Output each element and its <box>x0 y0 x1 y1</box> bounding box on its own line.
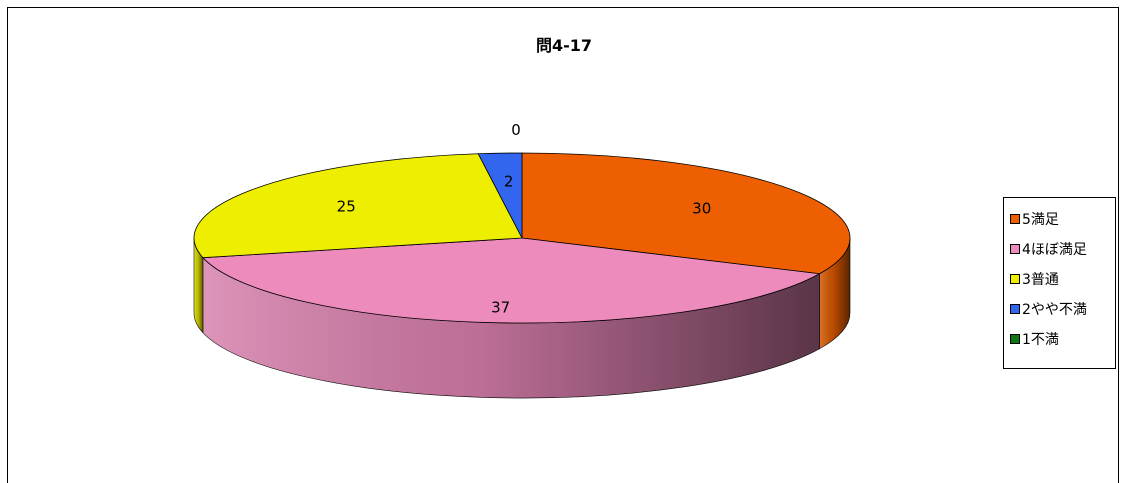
data-label-1: 37 <box>491 299 510 317</box>
legend-label: 4ほぼ満足 <box>1022 242 1087 258</box>
legend-item: 2やや不満 <box>1004 294 1115 324</box>
legend-label: 2やや不満 <box>1022 302 1087 318</box>
legend-swatch <box>1010 214 1020 224</box>
legend-swatch <box>1010 334 1020 344</box>
pie-slice-1 <box>202 237 821 324</box>
data-label-3: 2 <box>504 172 514 190</box>
legend-label: 5満足 <box>1022 212 1059 228</box>
pie-slice-3 <box>477 152 523 239</box>
pie-wall-shade-1 <box>202 257 820 398</box>
legend-item: 3普通 <box>1004 264 1115 294</box>
pie-wall-shade-2 <box>194 238 203 333</box>
pie-wall-shade-0 <box>819 238 850 349</box>
legend-swatch <box>1010 304 1020 314</box>
chart-title: 問4-17 <box>535 36 593 55</box>
pie-slice-2 <box>193 153 523 259</box>
legend-swatch <box>1010 274 1020 284</box>
legend-label: 3普通 <box>1022 272 1059 288</box>
data-label-2: 25 <box>337 198 356 216</box>
legend: 5満足 4ほぼ満足 3普通 2やや不満 1不満 <box>1003 197 1116 369</box>
data-label-4: 0 <box>511 121 521 139</box>
legend-label: 1不満 <box>1022 332 1059 348</box>
pie-slice-0 <box>521 152 851 275</box>
legend-item: 5満足 <box>1004 204 1115 234</box>
legend-item: 1不満 <box>1004 324 1115 354</box>
legend-item: 4ほぼ満足 <box>1004 234 1115 264</box>
data-label-0: 30 <box>692 199 711 217</box>
legend-swatch <box>1010 244 1020 254</box>
